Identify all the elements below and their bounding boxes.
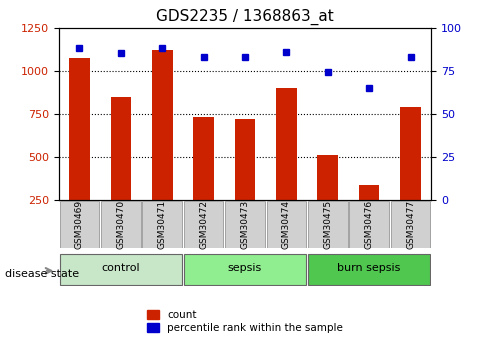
- FancyBboxPatch shape: [267, 200, 306, 248]
- Text: sepsis: sepsis: [228, 264, 262, 273]
- FancyBboxPatch shape: [60, 254, 182, 285]
- FancyBboxPatch shape: [101, 200, 141, 248]
- Bar: [111, 97, 131, 200]
- Bar: [318, 155, 338, 200]
- Bar: [152, 50, 172, 200]
- Bar: [69, 58, 90, 200]
- Bar: [235, 119, 255, 200]
- Text: GSM30477: GSM30477: [406, 200, 415, 249]
- Text: GSM30476: GSM30476: [365, 200, 374, 249]
- Text: GSM30475: GSM30475: [323, 200, 332, 249]
- FancyBboxPatch shape: [349, 200, 389, 248]
- FancyBboxPatch shape: [391, 200, 430, 248]
- FancyBboxPatch shape: [60, 200, 99, 248]
- Text: GSM30472: GSM30472: [199, 200, 208, 249]
- FancyBboxPatch shape: [308, 200, 347, 248]
- FancyBboxPatch shape: [184, 200, 223, 248]
- Bar: [400, 107, 421, 200]
- Text: control: control: [101, 264, 140, 273]
- FancyBboxPatch shape: [308, 254, 430, 285]
- Title: GDS2235 / 1368863_at: GDS2235 / 1368863_at: [156, 9, 334, 25]
- Text: GSM30471: GSM30471: [158, 200, 167, 249]
- Text: GSM30473: GSM30473: [241, 200, 249, 249]
- Bar: [193, 117, 214, 200]
- Text: GSM30474: GSM30474: [282, 200, 291, 249]
- Text: burn sepsis: burn sepsis: [338, 264, 401, 273]
- Text: GSM30469: GSM30469: [75, 200, 84, 249]
- Text: GSM30470: GSM30470: [116, 200, 125, 249]
- FancyBboxPatch shape: [143, 200, 182, 248]
- FancyBboxPatch shape: [225, 200, 265, 248]
- Text: disease state: disease state: [5, 269, 79, 279]
- Bar: [276, 88, 297, 200]
- FancyBboxPatch shape: [184, 254, 306, 285]
- Legend: count, percentile rank within the sample: count, percentile rank within the sample: [144, 307, 346, 336]
- Bar: [359, 185, 379, 200]
